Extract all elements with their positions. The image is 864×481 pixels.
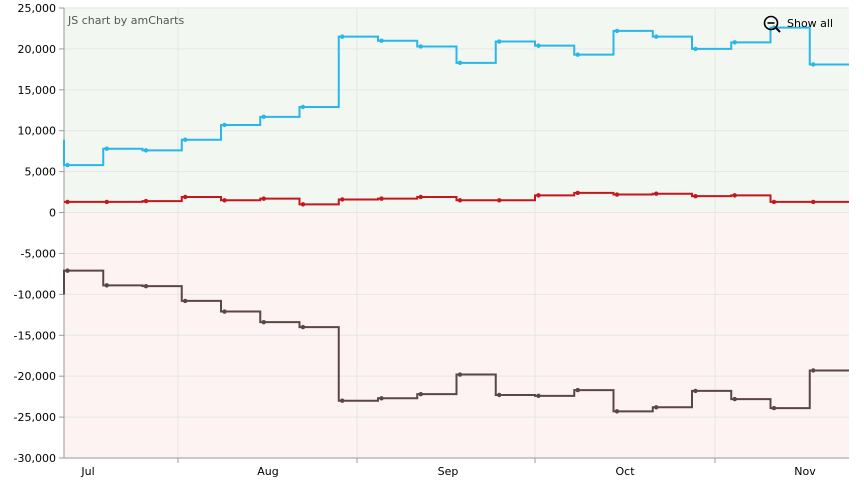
series-lines bbox=[63, 25, 849, 414]
zoom-out-icon[interactable] bbox=[763, 15, 781, 33]
series-1-point[interactable] bbox=[340, 34, 345, 39]
series-1-point[interactable] bbox=[222, 122, 227, 128]
series-1-point[interactable] bbox=[575, 52, 580, 57]
show-all-label[interactable]: Show all bbox=[787, 17, 833, 30]
series-1-point[interactable] bbox=[614, 28, 620, 34]
series-3-point[interactable] bbox=[497, 392, 502, 398]
series-3-line bbox=[63, 269, 849, 413]
y-tick-label: -15,000 bbox=[14, 329, 56, 342]
series-1-line bbox=[63, 26, 849, 167]
series-3-point[interactable] bbox=[732, 396, 737, 402]
series-3-point[interactable] bbox=[143, 283, 149, 289]
series-1-point[interactable] bbox=[418, 44, 423, 49]
series-1-point[interactable] bbox=[457, 60, 463, 66]
series-3-point[interactable] bbox=[418, 391, 423, 397]
y-tick-label: 10,000 bbox=[18, 125, 57, 138]
series-3-point[interactable] bbox=[693, 388, 698, 394]
series-2-point[interactable] bbox=[693, 193, 698, 199]
series-3-point[interactable] bbox=[183, 298, 188, 304]
series-1-point[interactable] bbox=[693, 46, 698, 52]
series-3-point[interactable] bbox=[340, 398, 345, 403]
series-2-point[interactable] bbox=[771, 199, 777, 205]
x-tick-label: Aug bbox=[257, 465, 278, 478]
series-2-point[interactable] bbox=[654, 191, 659, 196]
y-tick-label: -30,000 bbox=[14, 452, 56, 465]
y-tick-label: -25,000 bbox=[14, 411, 56, 424]
series-3-point[interactable] bbox=[65, 268, 70, 273]
series-3-point[interactable] bbox=[575, 387, 580, 393]
series-3-point[interactable] bbox=[300, 324, 306, 330]
series-2-point[interactable] bbox=[418, 194, 423, 200]
series-2-point[interactable] bbox=[143, 198, 149, 204]
y-tick-label: -10,000 bbox=[14, 288, 56, 301]
series-2-point[interactable] bbox=[65, 199, 70, 205]
x-tick-label: Sep bbox=[438, 465, 459, 478]
series-3-point[interactable] bbox=[222, 309, 227, 314]
series-1-point[interactable] bbox=[143, 148, 149, 153]
positive-range-band bbox=[64, 8, 849, 213]
series-3-point[interactable] bbox=[536, 393, 541, 399]
series-2-point[interactable] bbox=[457, 198, 463, 203]
series-2-point[interactable] bbox=[614, 192, 620, 197]
series-1-point[interactable] bbox=[732, 40, 737, 45]
x-axis-tick-labels: Jul Aug Sep Oct Nov bbox=[80, 465, 816, 478]
series-3-point[interactable] bbox=[104, 283, 109, 288]
axes bbox=[63, 8, 849, 459]
series-1-point[interactable] bbox=[183, 137, 188, 142]
series-1-point[interactable] bbox=[65, 162, 70, 168]
series-2-point[interactable] bbox=[575, 190, 580, 196]
series-2-point[interactable] bbox=[104, 199, 109, 205]
series-3-point[interactable] bbox=[654, 405, 659, 410]
series-2-point[interactable] bbox=[497, 198, 502, 203]
series-3-point[interactable] bbox=[379, 396, 384, 401]
series-1-point[interactable] bbox=[261, 114, 266, 120]
x-tick-label: Jul bbox=[80, 465, 94, 478]
series-2-point[interactable] bbox=[379, 196, 384, 201]
series-2-point[interactable] bbox=[183, 194, 188, 200]
y-tick-label: 0 bbox=[49, 207, 56, 220]
y-tick-label: -5,000 bbox=[21, 247, 56, 260]
series-3-point[interactable] bbox=[457, 372, 463, 377]
series-1-point[interactable] bbox=[497, 39, 502, 44]
show-all-button[interactable]: Show all bbox=[763, 15, 834, 33]
y-tick-label: 15,000 bbox=[18, 84, 57, 97]
series-1-point[interactable] bbox=[536, 43, 541, 48]
series-1-point[interactable] bbox=[300, 104, 306, 110]
series-2-point[interactable] bbox=[811, 199, 816, 205]
series-2-point[interactable] bbox=[261, 196, 266, 201]
y-tick-label: -20,000 bbox=[14, 370, 56, 383]
series-3-point[interactable] bbox=[771, 405, 777, 411]
series-2-point[interactable] bbox=[536, 193, 541, 198]
series-2-point[interactable] bbox=[300, 202, 306, 207]
chart-credit[interactable]: JS chart by amCharts bbox=[67, 14, 184, 27]
series-3-point[interactable] bbox=[811, 368, 816, 373]
x-tick-label: Nov bbox=[794, 465, 816, 478]
series-1-point[interactable] bbox=[654, 34, 659, 39]
series-1-point[interactable] bbox=[104, 146, 109, 151]
y-tick-label: 20,000 bbox=[18, 43, 57, 56]
series-2-point[interactable] bbox=[732, 193, 737, 198]
y-axis-tick-labels: 25,000 20,000 15,000 10,000 5,000 0 -5,000 -10,… bbox=[14, 2, 56, 465]
series-2-point[interactable] bbox=[222, 198, 227, 203]
series-1-point[interactable] bbox=[379, 38, 384, 43]
series-2-point[interactable] bbox=[340, 197, 345, 202]
series-2-line bbox=[64, 191, 849, 206]
y-tick-label: 25,000 bbox=[18, 2, 57, 15]
x-tick-label: Oct bbox=[615, 465, 635, 478]
series-3-point[interactable] bbox=[614, 409, 620, 414]
y-tick-label: 5,000 bbox=[25, 166, 57, 179]
series-1-point[interactable] bbox=[811, 62, 816, 67]
series-3-point[interactable] bbox=[261, 319, 266, 325]
